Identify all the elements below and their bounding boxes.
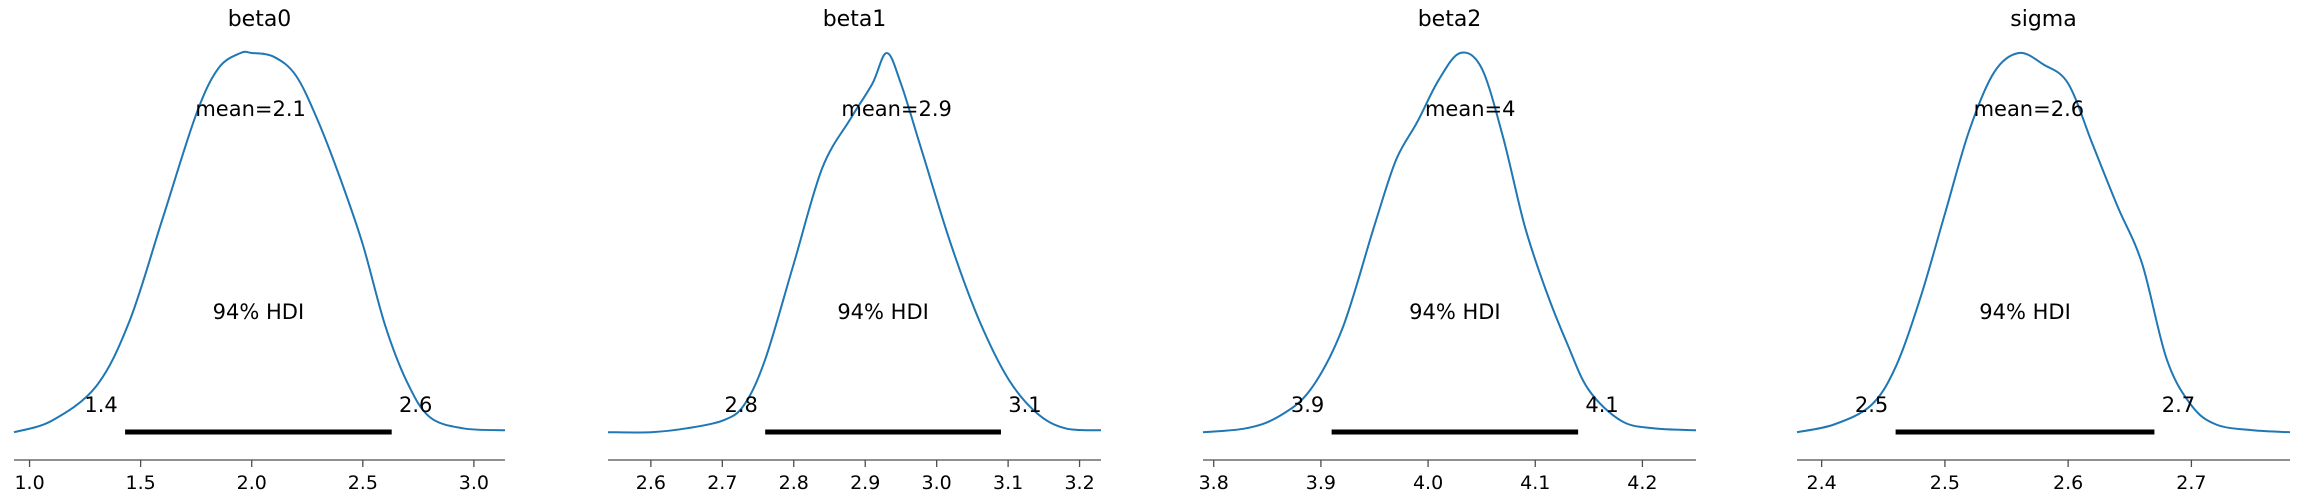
hdi-label: 94% HDI [213,300,305,324]
x-tick-label: 2.8 [779,472,809,494]
mean-label: mean=4 [1425,97,1516,121]
x-tick-label: 2.0 [237,472,267,494]
x-tick-label: 2.7 [2176,472,2206,494]
panel-sigma: sigma mean=2.6 94% HDI 2.5 2.7 2.4 2.5 2.6 2.7 [1796,7,2291,494]
hdi-low-label: 2.8 [724,393,757,417]
density-curve [607,51,1102,434]
x-tick-label: 3.9 [1306,472,1336,494]
x-tick-label: 1.0 [14,472,44,494]
x-tick-label: 2.4 [1807,472,1837,494]
hdi-low-label: 3.9 [1291,393,1324,417]
x-tick-label: 2.5 [1930,472,1960,494]
panel-beta2: beta2 mean=4 94% HDI 3.9 4.1 3.8 3.9 4.0 4.1 4.2 [1199,7,1697,494]
panel-title: beta0 [228,7,292,32]
density-curve [13,50,506,434]
panel-title: sigma [2010,7,2076,32]
mean-label: mean=2.1 [195,97,306,121]
x-tick-label: 4.2 [1627,472,1657,494]
hdi-high-label: 2.6 [399,393,432,417]
panel-beta0: beta0 mean=2.1 94% HDI 1.4 2.6 1.0 1.5 2.0 2.5 3… [13,7,506,494]
panel-title: beta2 [1418,7,1482,32]
x-tick-label: 3.0 [459,472,489,494]
panel-beta1: beta1 mean=2.9 94% HDI 2.8 3.1 2.6 2.7 2.8 2.9 3… [607,7,1102,494]
hdi-label: 94% HDI [837,300,929,324]
hdi-high-label: 4.1 [1585,393,1618,417]
density-curve [1202,51,1697,434]
hdi-label: 94% HDI [1979,300,2071,324]
x-tick-label: 2.9 [850,472,880,494]
hdi-label: 94% HDI [1409,300,1501,324]
x-tick-label: 3.8 [1199,472,1229,494]
x-tick-label: 3.0 [922,472,952,494]
hdi-low-label: 1.4 [84,393,117,417]
density-curve [1796,51,2291,434]
x-tick-label: 2.6 [636,472,666,494]
hdi-high-label: 3.1 [1008,393,1041,417]
panel-title: beta1 [823,7,887,32]
x-tick-label: 3.2 [1064,472,1094,494]
mean-label: mean=2.9 [841,97,952,121]
x-tick-label: 4.1 [1520,472,1550,494]
x-tick-label: 3.1 [993,472,1023,494]
x-tick-label: 2.7 [707,472,737,494]
x-tick-label: 2.5 [348,472,378,494]
x-tick-label: 1.5 [126,472,156,494]
x-tick-label: 2.6 [2053,472,2083,494]
x-tick-label: 4.0 [1413,472,1443,494]
mean-label: mean=2.6 [1974,97,2085,121]
hdi-low-label: 2.5 [1855,393,1888,417]
hdi-high-label: 2.7 [2162,393,2195,417]
